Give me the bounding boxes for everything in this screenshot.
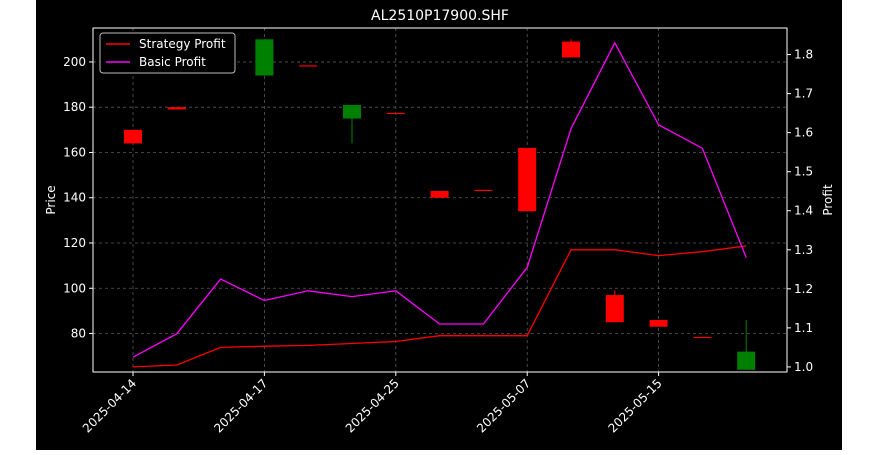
candle-body-up	[343, 104, 361, 119]
candle-body-down	[649, 319, 668, 327]
chart-title: AL2510P17900.SHF	[371, 8, 509, 24]
candle-body-down	[386, 112, 405, 115]
y-left-tick-label: 160	[63, 145, 86, 159]
figure-background	[36, 0, 842, 450]
grid-layer	[93, 28, 787, 372]
legend-basic-label: Basic Profit	[139, 55, 206, 69]
legend-box	[99, 32, 236, 74]
line-layer	[132, 41, 747, 368]
y-right-tick-label: 1.0	[794, 360, 813, 374]
y-left-tick-label: 80	[71, 327, 86, 341]
y-axis-left-label: Price	[44, 185, 58, 214]
y-left-tick-label: 120	[63, 236, 86, 250]
legend-strategy-label: Strategy Profit	[139, 37, 226, 51]
y-left-tick-label: 180	[63, 100, 86, 114]
candle-body-down	[693, 336, 712, 339]
y-right-tick-label: 1.8	[794, 48, 813, 62]
candle-body-down	[124, 129, 142, 144]
candle-body-down	[605, 295, 624, 323]
y-right-tick-label: 1.7	[794, 87, 813, 101]
candle-body-up	[255, 39, 274, 76]
strategy-profit-line	[132, 245, 747, 368]
y-left-tick-label: 140	[63, 191, 86, 205]
candle-body-down	[518, 147, 537, 212]
candle-body-up	[737, 351, 756, 370]
y-right-tick-label: 1.6	[794, 126, 813, 140]
y-left-tick-label: 200	[63, 55, 86, 69]
legend: Strategy Profit Basic Profit	[99, 32, 236, 74]
y-right-tick-label: 1.3	[794, 243, 813, 257]
y-right-tick-label: 1.5	[794, 165, 813, 179]
axes-frame	[92, 27, 788, 373]
candle-body-down	[474, 189, 493, 192]
candle-layer	[124, 39, 756, 370]
y-right-tick-label: 1.1	[794, 321, 813, 335]
y-right-tick-label: 1.4	[794, 204, 813, 218]
candle-body-down	[562, 41, 580, 58]
candle-body-down	[299, 65, 318, 67]
candle-body-down	[430, 190, 449, 198]
candle-body-down	[167, 107, 186, 110]
y-axis-right-label: Profit	[821, 184, 835, 216]
y-left-tick-label: 100	[63, 281, 86, 295]
basic-profit-line	[132, 41, 747, 358]
y-right-tick-label: 1.2	[794, 282, 813, 296]
